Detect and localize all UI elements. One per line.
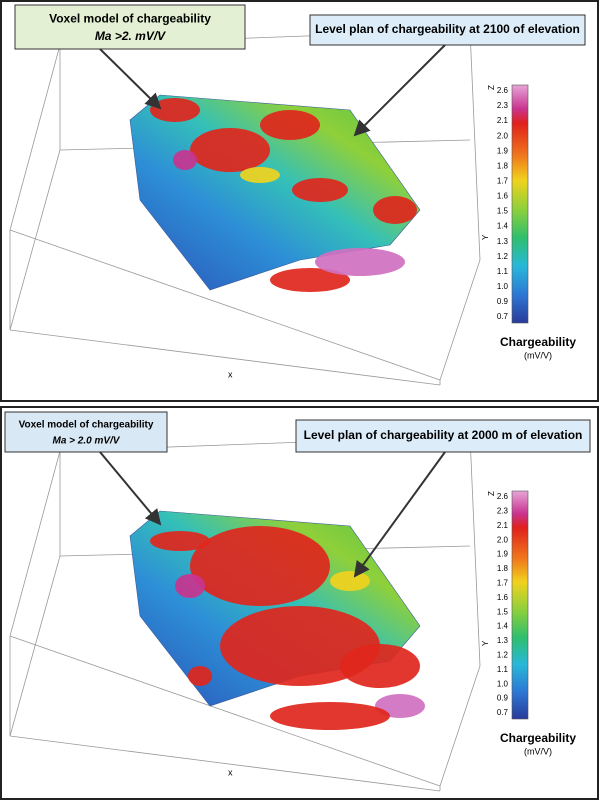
axis-label: Z — [487, 85, 496, 90]
wireframe — [9, 450, 61, 637]
voxel-cluster — [330, 571, 370, 591]
colorbar-label: 1.1 — [497, 267, 509, 276]
callout-subtitle: Ma > 2.0 mV/V — [53, 435, 121, 446]
panel: Voxel model of chargeability Ma >2. mV/V L… — [0, 0, 599, 402]
voxel-cluster — [190, 526, 330, 606]
colorbar-label: 1.3 — [497, 636, 509, 645]
voxel-cluster — [150, 531, 210, 551]
colorbar-label: 2.3 — [497, 101, 509, 110]
colorbar-unit: (mV/V) — [524, 746, 552, 756]
colorbar-label: 1.1 — [497, 665, 509, 674]
colorbar-label: 1.5 — [497, 207, 509, 216]
colorbar — [511, 490, 529, 720]
axis-label: x — [228, 767, 233, 777]
voxel-cluster — [150, 98, 200, 122]
voxel-cluster — [315, 248, 405, 276]
wireframe — [469, 435, 481, 667]
callout-title: Voxel model of chargeability — [19, 419, 154, 430]
colorbar-label: 2.0 — [497, 131, 509, 140]
callout-title: Voxel model of chargeability — [49, 11, 211, 25]
callout-box — [14, 4, 246, 50]
wireframe — [9, 329, 441, 386]
colorbar-label: 1.9 — [497, 550, 509, 559]
axis-label: Z — [487, 491, 496, 496]
colorbar-label: 1.4 — [497, 222, 509, 231]
colorbar-label: 1.8 — [497, 161, 509, 170]
voxel-cluster — [175, 574, 205, 598]
colorbar-label: 1.0 — [497, 282, 509, 291]
axis-label: Y — [481, 640, 490, 646]
colorbar-label: 1.8 — [497, 564, 509, 573]
colorbar-label: 0.9 — [497, 297, 509, 306]
voxel-cluster — [270, 702, 390, 730]
wireframe — [439, 259, 481, 381]
colorbar-label: 2.3 — [497, 507, 509, 516]
wireframe — [9, 555, 61, 737]
wireframe — [9, 149, 61, 331]
wireframe — [9, 735, 441, 792]
colorbar-label: 1.9 — [497, 146, 509, 155]
callout-box — [295, 419, 591, 453]
colorbar-label: 1.2 — [497, 252, 509, 261]
voxel-cluster — [375, 694, 425, 718]
voxel-cluster — [260, 110, 320, 140]
colorbar-label: 1.2 — [497, 651, 509, 660]
colorbar-label: 0.7 — [497, 312, 509, 321]
callout-subtitle: Ma >2. mV/V — [95, 29, 166, 43]
callout-box — [309, 14, 586, 46]
axis-label: Y — [481, 234, 490, 240]
voxel-cluster — [240, 167, 280, 183]
callout-text: Level plan of chargeability at 2100 of e… — [315, 22, 580, 36]
colorbar-label: 2.0 — [497, 535, 509, 544]
colorbar-label: 1.7 — [497, 579, 509, 588]
colorbar-label: 1.7 — [497, 177, 509, 186]
axis-label: x — [228, 369, 233, 379]
colorbar-title: Chargeability — [500, 731, 576, 745]
colorbar-label: 1.6 — [497, 593, 509, 602]
voxel-cluster — [270, 268, 350, 292]
callout-box — [4, 411, 168, 453]
colorbar-label: 2.6 — [497, 86, 509, 95]
callout-text: Level plan of chargeability at 2000 m of… — [304, 428, 583, 442]
colorbar-label: 1.3 — [497, 237, 509, 246]
arrow — [99, 48, 162, 110]
colorbar-label: 1.4 — [497, 622, 509, 631]
voxel-cluster — [340, 644, 420, 688]
voxel-cluster — [173, 150, 197, 170]
arrow — [353, 451, 446, 578]
colorbar-label: 1.5 — [497, 607, 509, 616]
wireframe — [9, 635, 441, 787]
colorbar-unit: (mV/V) — [524, 350, 552, 360]
voxel-cluster — [190, 128, 270, 172]
wireframe — [439, 665, 481, 787]
colorbar-label: 2.6 — [497, 492, 509, 501]
voxel-cluster — [373, 196, 417, 224]
colorbar-label: 0.7 — [497, 708, 509, 717]
wireframe — [9, 44, 61, 231]
panel: Voxel model of chargeability Ma > 2.0 mV/… — [0, 406, 599, 800]
colorbar-label: 1.6 — [497, 192, 509, 201]
voxel-cluster — [292, 178, 348, 202]
arrow — [99, 451, 162, 526]
voxel-cluster — [188, 666, 212, 686]
colorbar-label: 2.1 — [497, 521, 509, 530]
colorbar-label: 2.1 — [497, 116, 509, 125]
arrow — [353, 44, 446, 137]
wireframe — [9, 229, 441, 381]
colorbar-label: 1.0 — [497, 679, 509, 688]
colorbar-label: 0.9 — [497, 694, 509, 703]
wireframe — [469, 29, 481, 261]
colorbar — [511, 84, 529, 324]
colorbar-title: Chargeability — [500, 335, 576, 349]
